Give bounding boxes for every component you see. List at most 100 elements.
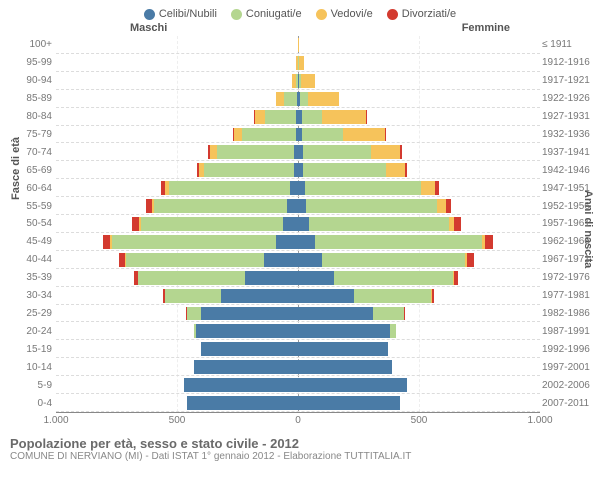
pyramid-row: 25-291982-1986 xyxy=(56,305,540,323)
segment-d xyxy=(366,110,367,124)
year-tick: 1942-1946 xyxy=(542,165,598,176)
age-tick: 5-9 xyxy=(14,380,52,391)
pyramid-row: 90-941917-1921 xyxy=(56,72,540,90)
pyramid-row: 15-191992-1996 xyxy=(56,340,540,358)
bar-right xyxy=(298,199,451,213)
segment-d xyxy=(400,145,402,159)
year-tick: 1992-1996 xyxy=(542,344,598,355)
x-tick: 0 xyxy=(295,415,301,426)
bar-left xyxy=(134,271,298,285)
bar-left xyxy=(186,307,298,321)
pyramid-row: 65-691942-1946 xyxy=(56,161,540,179)
year-tick: 1932-1936 xyxy=(542,129,598,140)
segment-c xyxy=(126,253,264,267)
segment-d xyxy=(467,253,474,267)
segment-c xyxy=(373,307,404,321)
year-tick: 1972-1976 xyxy=(542,272,598,283)
plot-area: 1.00050005001.000 100+≤ 191195-991912-19… xyxy=(56,36,540,430)
segment-s xyxy=(298,378,407,392)
segment-d xyxy=(454,271,458,285)
segment-c xyxy=(154,199,287,213)
segment-d xyxy=(132,217,139,231)
legend-item: Vedovi/e xyxy=(316,8,373,20)
bar-left xyxy=(194,324,298,338)
segment-c xyxy=(354,289,431,303)
bar-right xyxy=(298,92,339,106)
segment-c xyxy=(322,253,465,267)
pyramid-row: 0-42007-2011 xyxy=(56,394,540,412)
bar-right xyxy=(298,324,396,338)
segment-s xyxy=(184,378,298,392)
age-tick: 35-39 xyxy=(14,272,52,283)
pyramid-row: 80-841927-1931 xyxy=(56,108,540,126)
segment-s xyxy=(298,396,400,410)
pyramid-row: 70-741937-1941 xyxy=(56,143,540,161)
legend-swatch xyxy=(144,9,155,20)
segment-w xyxy=(386,163,405,177)
year-tick: 2002-2006 xyxy=(542,380,598,391)
year-tick: 1912-1916 xyxy=(542,57,598,68)
segment-w xyxy=(343,128,384,142)
legend-label: Coniugati/e xyxy=(246,8,302,20)
segment-s xyxy=(201,342,298,356)
segment-s xyxy=(290,181,298,195)
segment-d xyxy=(435,181,439,195)
bar-right xyxy=(298,342,388,356)
bar-right xyxy=(298,163,407,177)
segment-s xyxy=(264,253,298,267)
segment-c xyxy=(265,110,296,124)
footer-title: Popolazione per età, sesso e stato civil… xyxy=(10,436,590,451)
year-tick: 1922-1926 xyxy=(542,93,598,104)
legend-label: Divorziati/e xyxy=(402,8,456,20)
bar-right xyxy=(298,360,392,374)
pyramid-row: 20-241987-1991 xyxy=(56,322,540,340)
year-tick: 1927-1931 xyxy=(542,111,598,122)
bar-left xyxy=(208,145,298,159)
age-tick: 65-69 xyxy=(14,165,52,176)
bar-right xyxy=(298,128,386,142)
bar-left xyxy=(254,110,298,124)
year-tick: 1977-1981 xyxy=(542,290,598,301)
population-pyramid-chart: Celibi/NubiliConiugati/eVedovi/eDivorzia… xyxy=(0,0,600,500)
male-label: Maschi xyxy=(130,22,167,34)
bar-left xyxy=(276,92,298,106)
bar-left xyxy=(103,235,298,249)
age-tick: 50-54 xyxy=(14,218,52,229)
bar-left xyxy=(197,163,298,177)
gender-header: Maschi Femmine xyxy=(0,22,600,34)
bar-left xyxy=(132,217,298,231)
bar-right xyxy=(298,145,402,159)
segment-c xyxy=(309,217,449,231)
age-tick: 80-84 xyxy=(14,111,52,122)
segment-c xyxy=(165,289,221,303)
segment-d xyxy=(103,235,110,249)
age-tick: 100+ xyxy=(14,39,52,50)
footer: Popolazione per età, sesso e stato civil… xyxy=(0,430,600,462)
bar-right xyxy=(298,378,407,392)
age-tick: 60-64 xyxy=(14,183,52,194)
legend-item: Coniugati/e xyxy=(231,8,302,20)
year-tick: ≤ 1911 xyxy=(542,39,598,50)
bar-right xyxy=(298,56,304,70)
x-tick: 500 xyxy=(411,415,428,426)
segment-s xyxy=(201,307,298,321)
pyramid-row: 40-441967-1971 xyxy=(56,251,540,269)
bar-right xyxy=(298,253,474,267)
pyramid-row: 75-791932-1936 xyxy=(56,126,540,144)
age-tick: 70-74 xyxy=(14,147,52,158)
segment-s xyxy=(187,396,298,410)
pyramid-row: 5-92002-2006 xyxy=(56,376,540,394)
row-gridline xyxy=(56,411,540,412)
year-tick: 1997-2001 xyxy=(542,362,598,373)
segment-s xyxy=(298,235,315,249)
segment-s xyxy=(276,235,298,249)
segment-s xyxy=(298,181,305,195)
x-tick: 500 xyxy=(169,415,186,426)
segment-w xyxy=(234,128,242,142)
legend-item: Divorziati/e xyxy=(387,8,456,20)
bar-left xyxy=(184,378,298,392)
x-tick: 1.000 xyxy=(43,415,68,426)
age-tick: 40-44 xyxy=(14,254,52,265)
segment-d xyxy=(432,289,434,303)
bar-left xyxy=(187,396,298,410)
